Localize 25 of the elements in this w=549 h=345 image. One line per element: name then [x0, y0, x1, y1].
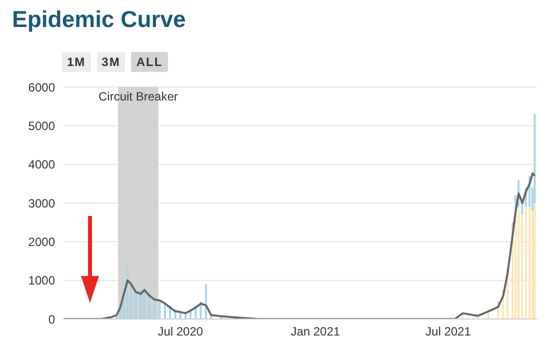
line-series	[63, 172, 536, 319]
bar	[528, 206, 531, 319]
y-tick-label: 6000	[28, 80, 56, 94]
band-label: Circuit Breaker	[98, 90, 178, 104]
y-tick-label: 1000	[28, 274, 56, 288]
chart-title: Epidemic Curve	[12, 6, 186, 33]
bar	[524, 206, 527, 319]
bar	[126, 264, 128, 319]
y-tick-label: 4000	[28, 158, 56, 172]
bar	[140, 290, 142, 319]
bar	[534, 203, 536, 319]
text: 3M	[96, 52, 126, 72]
bar	[143, 286, 146, 319]
x-tick-label: Jul 2020	[158, 324, 204, 339]
bar	[204, 284, 207, 319]
bar	[518, 206, 520, 319]
text: ALL	[131, 52, 168, 72]
x-tick-label: Jan 2021	[290, 324, 340, 339]
y-tick-label: 0	[48, 312, 56, 326]
text: 1M	[62, 52, 91, 72]
y-tick-label: 3000	[28, 196, 56, 210]
bar	[148, 296, 150, 319]
y-tick-label: 5000	[28, 118, 56, 133]
y-tick-label: 2000	[28, 234, 56, 249]
x-tick-label: Jul 2021	[426, 324, 472, 339]
